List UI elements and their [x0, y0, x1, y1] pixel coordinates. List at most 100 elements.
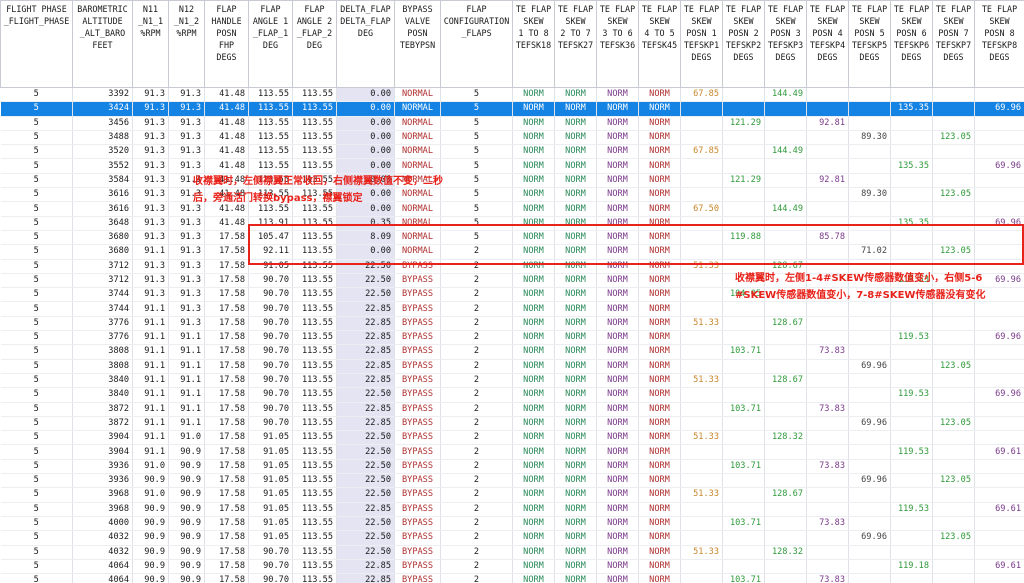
table-row[interactable]: 5 3648 91.3 91.3 41.48 113.91 113.55 0.35 NORMAL… [0, 216, 1024, 231]
cell-config: 2 [440, 416, 513, 432]
column-header-delta[interactable]: DELTA_FLAP DELTA_FLAP DEG [336, 0, 395, 88]
cell-n12: 91.3 [168, 201, 205, 217]
cell-config: 5 [440, 173, 513, 189]
cell-s18: NORM [512, 459, 555, 475]
table-row[interactable]: 5 3584 91.3 91.3 41.48 113.55 113.55 0.00 NORMAL… [0, 173, 1024, 189]
table-row[interactable]: 5 4000 90.9 90.9 17.58 91.05 113.55 22.50 BYPASS… [0, 516, 1024, 532]
cell-fa2: 113.55 [292, 573, 337, 583]
column-header-p5[interactable]: TE FLAP SKEW POSN 5 TEFSKP5 DEGS [848, 0, 891, 88]
column-header-fa1[interactable]: FLAP ANGLE 1 _FLAP_1 DEG [248, 0, 293, 88]
table-row[interactable]: 5 3936 91.0 90.9 17.58 91.05 113.55 22.50 BYPASS… [0, 459, 1024, 475]
cell-bypass: BYPASS [394, 387, 441, 403]
cell-delta: 22.50 [336, 273, 395, 289]
cell-p3 [764, 416, 807, 432]
cell-alt: 3552 [72, 158, 133, 174]
table-row[interactable]: 5 3904 91.1 90.9 17.58 91.05 113.55 22.50 BYPASS… [0, 444, 1024, 460]
table-row[interactable]: 5 3808 91.1 91.1 17.58 90.70 113.55 22.85 BYPASS… [0, 344, 1024, 360]
table-row[interactable]: 5 3616 91.3 91.3 41.48 113.55 113.55 0.00 NORMAL… [0, 201, 1024, 217]
table-row[interactable]: 5 3616 91.3 91.3 41.48 113.55 113.55 0.00 NORMAL… [0, 187, 1024, 203]
table-row[interactable]: 5 4032 90.9 90.9 17.58 91.05 113.55 22.50 BYPASS… [0, 530, 1024, 546]
column-header-bypass[interactable]: BYPASS VALVE POSN TEBYPSN [394, 0, 441, 88]
cell-n12: 91.3 [168, 273, 205, 289]
annotation-skew-sensor-note: 收襟翼时，左侧1-4#SKEW传感器数值变小，右侧5-6 #SKEW传感器数值变… [735, 270, 1020, 304]
table-row[interactable]: 5 3680 91.1 91.3 17.58 92.11 113.55 0.00 NORMAL 2… [0, 244, 1024, 260]
cell-delta: 0.00 [336, 101, 395, 117]
cell-n11: 90.9 [132, 573, 169, 583]
cell-fa1: 90.70 [248, 287, 293, 303]
cell-p3: 128.67 [764, 316, 807, 332]
cell-s27: NORM [554, 402, 597, 417]
cell-s27: NORM [554, 158, 597, 174]
cell-delta: 22.50 [336, 487, 395, 503]
table-row[interactable]: 5 3680 91.3 91.3 17.58 105.47 113.55 8.09 NORMAL… [0, 230, 1024, 246]
table-row[interactable]: 5 3776 91.1 91.1 17.58 90.70 113.55 22.85 BYPASS… [0, 330, 1024, 346]
table-row[interactable]: 5 3712 91.3 91.3 17.58 91.05 113.55 22.50 BYPASS… [0, 259, 1024, 274]
cell-n11: 91.3 [132, 144, 169, 160]
cell-bypass: BYPASS [394, 330, 441, 346]
column-header-n11[interactable]: N11 _N1_1 %RPM [132, 0, 169, 88]
table-row[interactable]: 5 4064 90.9 90.9 17.58 90.70 113.55 22.85 BYPASS… [0, 573, 1024, 583]
column-header-fa2[interactable]: FLAP ANGLE 2 _FLAP_2 DEG [292, 0, 337, 88]
table-row[interactable]: 5 3936 90.9 90.9 17.58 91.05 113.55 22.50 BYPASS… [0, 473, 1024, 489]
column-header-p6[interactable]: TE FLAP SKEW POSN 6 TEFSKP6 DEGS [890, 0, 933, 88]
table-row[interactable]: 5 3712 91.3 91.3 17.58 90.70 113.55 22.50 BYPASS… [0, 273, 1024, 289]
table-row[interactable]: 5 3744 91.3 91.3 17.58 90.70 113.55 22.50 BYPASS… [0, 287, 1024, 303]
column-header-p8[interactable]: TE FLAP SKEW POSN 8 TEFSKP8 DEGS [974, 0, 1024, 88]
cell-p2: 119.88 [722, 230, 765, 246]
cell-fa2: 113.55 [292, 158, 337, 174]
table-row[interactable]: 5 3392 91.3 91.3 41.48 113.55 113.55 0.00 NORMAL… [0, 87, 1024, 103]
cell-p4 [806, 444, 849, 460]
table-row[interactable]: 5 3520 91.3 91.3 41.48 113.55 113.55 0.00 NORMAL… [0, 144, 1024, 160]
table-row[interactable]: 5 3840 91.1 91.1 17.58 90.70 113.55 22.85 BYPASS… [0, 373, 1024, 389]
cell-s18: NORM [512, 545, 555, 560]
column-header-s45[interactable]: TE FLAP SKEW 4 TO 5 TEFSK45 [638, 0, 681, 88]
table-row[interactable]: 5 3488 91.3 91.3 41.48 113.55 113.55 0.00 NORMAL… [0, 130, 1024, 146]
cell-config: 2 [440, 516, 513, 532]
column-header-fhp[interactable]: FLAP HANDLE POSN FHP DEGS [204, 0, 249, 88]
column-header-phase[interactable]: FLIGHT PHASE _FLIGHT_PHASE [0, 0, 73, 88]
table-row[interactable]: 5 3840 91.1 91.1 17.58 90.70 113.55 22.50 BYPASS… [0, 387, 1024, 403]
table-row[interactable]: 5 4064 90.9 90.9 17.58 90.70 113.55 22.85 BYPASS… [0, 559, 1024, 575]
column-header-p2[interactable]: TE FLAP SKEW POSN 2 TEFSKP2 DEGS [722, 0, 765, 88]
cell-bypass: NORMAL [394, 87, 441, 103]
cell-p2 [722, 144, 765, 160]
column-header-s18[interactable]: TE FLAP SKEW 1 TO 8 TEFSK18 [512, 0, 555, 88]
cell-delta: 0.00 [336, 187, 395, 203]
column-header-p4[interactable]: TE FLAP SKEW POSN 4 TEFSKP4 DEGS [806, 0, 849, 88]
column-header-s36[interactable]: TE FLAP SKEW 3 TO 6 TEFSK36 [596, 0, 639, 88]
cell-p5 [848, 502, 891, 517]
table-row[interactable]: 5 3776 91.1 91.3 17.58 90.70 113.55 22.85 BYPASS… [0, 316, 1024, 332]
cell-n11: 91.1 [132, 402, 169, 417]
column-header-config[interactable]: FLAP CONFIGURATION _FLAPS [440, 0, 513, 88]
cell-n11: 91.1 [132, 387, 169, 403]
table-row[interactable]: 5 3968 90.9 90.9 17.58 91.05 113.55 22.85 BYPASS… [0, 502, 1024, 517]
cell-p5 [848, 344, 891, 360]
table-row[interactable]: 5 3552 91.3 91.3 41.48 113.55 113.55 0.00 NORMAL… [0, 158, 1024, 174]
column-header-p7[interactable]: TE FLAP SKEW POSN 7 TEFSKP7 DEGS [932, 0, 975, 88]
table-row[interactable]: 5 3744 91.1 91.3 17.58 90.70 113.55 22.85 BYPASS… [0, 301, 1024, 317]
table-row[interactable]: 5 3872 91.1 91.1 17.58 90.70 113.55 22.85 BYPASS… [0, 402, 1024, 417]
table-row[interactable]: 5 3872 91.1 91.1 17.58 90.70 113.55 22.85 BYPASS… [0, 416, 1024, 432]
cell-s18: NORM [512, 273, 555, 289]
cell-fa1: 90.70 [248, 416, 293, 432]
table-row[interactable]: 5 3904 91.1 91.0 17.58 91.05 113.55 22.50 BYPASS… [0, 430, 1024, 446]
cell-phase: 5 [0, 444, 73, 460]
cell-bypass: NORMAL [394, 216, 441, 231]
table-row[interactable]: 5 3968 91.0 90.9 17.58 91.05 113.55 22.50 BYPASS… [0, 487, 1024, 503]
table-row[interactable]: 5 3456 91.3 91.3 41.48 113.55 113.55 0.00 NORMAL… [0, 116, 1024, 131]
cell-n11: 90.9 [132, 559, 169, 575]
column-header-alt[interactable]: BAROMETRIC ALTITUDE _ALT_BARO FEET [72, 0, 133, 88]
table-row[interactable]: 5 4032 90.9 90.9 17.58 90.70 113.55 22.50 BYPASS… [0, 545, 1024, 560]
cell-p2: 103.71 [722, 459, 765, 475]
cell-s18: NORM [512, 430, 555, 446]
cell-s36: NORM [596, 330, 639, 346]
cell-p5 [848, 287, 891, 303]
column-header-p1[interactable]: TE FLAP SKEW POSN 1 TEFSKP1 DEGS [680, 0, 723, 88]
cell-s27: NORM [554, 416, 597, 432]
table-row[interactable]: 5 3808 91.1 91.1 17.58 90.70 113.55 22.85 BYPASS… [0, 359, 1024, 374]
column-header-p3[interactable]: TE FLAP SKEW POSN 3 TEFSKP3 DEGS [764, 0, 807, 88]
column-header-s27[interactable]: TE FLAP SKEW 2 TO 7 TEFSK27 [554, 0, 597, 88]
column-header-n12[interactable]: N12 _N1_2 %RPM [168, 0, 205, 88]
table-row[interactable]: 5 3424 91.3 91.3 41.48 113.55 113.55 0.00 NORMAL… [0, 101, 1024, 117]
